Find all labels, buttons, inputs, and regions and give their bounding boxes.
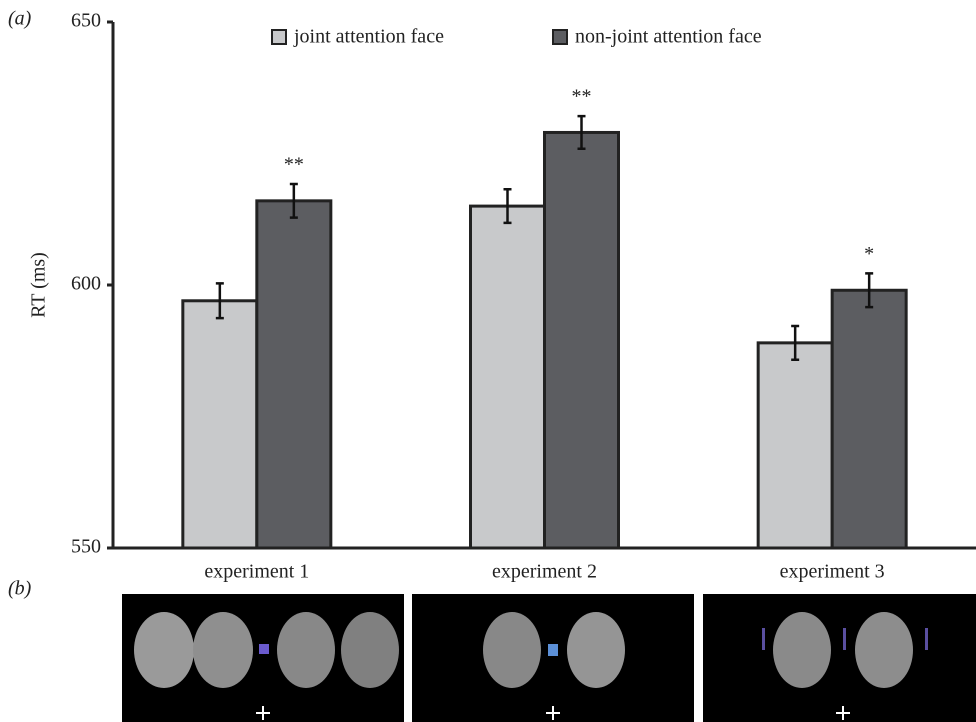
figure: (a) (b) RT (ms) 550 600 650 joint attention… xyxy=(0,0,976,722)
y-axis-label: RT (ms) xyxy=(28,252,50,318)
x-tick-label: experiment 1 xyxy=(204,561,309,583)
object xyxy=(843,628,846,650)
significance-label: * xyxy=(864,243,874,265)
face xyxy=(193,612,253,688)
legend-swatch xyxy=(272,30,286,44)
legend-label: joint attention face xyxy=(293,26,444,48)
y-tick-label: 600 xyxy=(71,273,101,295)
bar xyxy=(832,290,906,548)
bar xyxy=(758,343,832,548)
face xyxy=(567,612,625,688)
panel-label: (b) xyxy=(8,578,32,600)
face xyxy=(277,612,335,688)
panel-label: (a) xyxy=(8,8,32,30)
bar xyxy=(183,301,257,548)
y-tick-label: 650 xyxy=(71,10,101,32)
bar xyxy=(471,206,545,548)
x-tick-label: experiment 3 xyxy=(780,561,885,583)
bar xyxy=(257,201,331,548)
face xyxy=(341,612,399,688)
bar xyxy=(545,132,619,548)
stimulus-image xyxy=(703,594,976,722)
stimulus-image xyxy=(412,594,694,722)
object xyxy=(925,628,928,650)
legend-swatch xyxy=(553,30,567,44)
significance-label: ** xyxy=(572,86,592,108)
face xyxy=(134,612,194,688)
face xyxy=(483,612,541,688)
object xyxy=(259,644,269,654)
y-tick-label: 550 xyxy=(71,536,101,558)
face xyxy=(773,612,831,688)
face xyxy=(855,612,913,688)
legend-label: non-joint attention face xyxy=(575,26,762,48)
x-tick-label: experiment 2 xyxy=(492,561,597,583)
object xyxy=(548,644,558,656)
significance-label: ** xyxy=(284,154,304,176)
stimulus-images xyxy=(122,594,976,722)
object xyxy=(762,628,765,650)
